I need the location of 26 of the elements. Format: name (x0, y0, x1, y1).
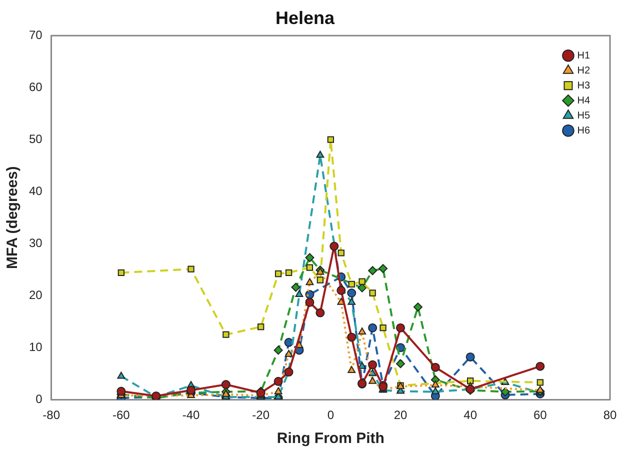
y-axis-title: MFA (degrees) (4, 166, 22, 269)
legend-label: H4 (577, 95, 590, 106)
y-tick-label: 10 (28, 340, 43, 354)
y-tick-label: 0 (36, 392, 43, 406)
legend-label: H1 (577, 50, 590, 62)
x-tick-label: -40 (182, 408, 200, 422)
x-tick-label: -60 (112, 408, 130, 422)
legend-label: H5 (577, 110, 590, 122)
chart-title: Helena (275, 8, 336, 28)
legend-label: H6 (577, 125, 590, 136)
y-tick-label: 70 (28, 28, 43, 42)
y-tick-label: 60 (28, 80, 43, 94)
x-tick-label: 0 (327, 408, 334, 422)
y-tick-label: 40 (28, 184, 43, 198)
x-tick-label: -20 (252, 408, 270, 422)
y-tick-label: 30 (28, 236, 43, 250)
x-tick-label: 40 (464, 408, 478, 422)
x-axis-title: Ring From Pith (276, 430, 384, 448)
y-tick-label: 50 (28, 132, 43, 146)
x-tick-label: -80 (42, 408, 60, 422)
x-tick-label: 60 (533, 408, 548, 422)
x-tick-label: 20 (394, 408, 408, 422)
x-tick-label: 80 (603, 408, 617, 422)
y-tick-label: 20 (28, 288, 43, 302)
legend-label: H3 (577, 80, 590, 92)
legend-label: H2 (577, 65, 590, 76)
